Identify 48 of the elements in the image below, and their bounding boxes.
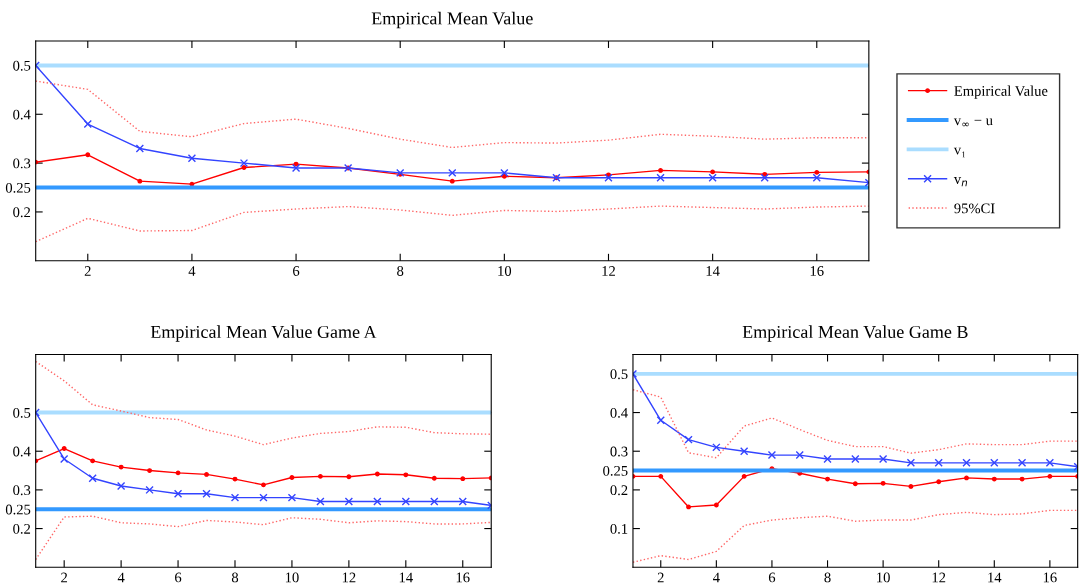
x-tick-label: 4 [712,572,720,583]
y-tick-label: 0.5 [610,369,628,380]
x-tick-label: 14 [706,266,720,276]
x-tick-label: 10 [877,572,890,583]
legend-label: v$_{n}$ [953,177,968,187]
x-tick-label: 16 [810,266,824,276]
legend-label: Empirical Value [954,85,1048,99]
y-tick-label: 0.4 [13,109,31,120]
y-tick-label: 0.3 [13,485,31,496]
y-tick-label: 0.4 [610,407,628,418]
legend-label: v₁ [953,147,966,158]
x-tick-label: 6 [293,266,300,276]
x-tick-label: 6 [768,572,776,583]
x-tick-label: 14 [399,572,413,583]
chart-title: Empirical Mean Value [371,11,533,29]
y-tick-label: 0.5 [13,407,31,418]
x-tick-label: 2 [61,572,68,583]
legend-label: 95%CI [954,203,995,214]
chart-title: Empirical Mean Value Game A [150,325,377,342]
x-tick-label: 6 [175,572,182,583]
x-tick-label: 12 [932,572,946,583]
y-tick-label: 0.25 [5,504,31,515]
x-tick-label: 8 [397,266,404,276]
y-tick-label: 0.25 [5,182,31,193]
y-tick-label: 0.2 [13,523,31,534]
x-tick-label: 4 [188,266,196,276]
x-tick-label: 4 [117,572,125,583]
y-tick-label: 0.25 [603,465,628,476]
x-tick-label: 8 [231,572,239,583]
y-tick-label: 0.3 [610,446,628,457]
legend-label: v$_{∞}$ − u [953,118,993,127]
x-tick-label: 16 [456,572,470,583]
x-tick-label: 12 [602,266,615,276]
x-tick-label: 16 [1043,572,1057,583]
y-tick-label: 0.3 [13,158,31,169]
x-tick-label: 14 [988,572,1002,583]
y-tick-label: 0.5 [13,60,31,71]
x-tick-label: 10 [285,572,299,583]
y-tick-label: 0.4 [13,446,31,457]
x-tick-label: 2 [657,572,664,583]
chart-title: Empirical Mean Value Game B [742,325,968,342]
y-tick-label: 0.2 [13,207,31,218]
x-tick-label: 2 [84,266,91,276]
x-tick-label: 12 [342,572,356,583]
y-tick-label: 0.2 [610,485,628,496]
x-tick-label: 10 [498,266,512,276]
x-tick-label: 8 [824,572,831,583]
y-tick-label: 0.1 [610,523,628,534]
